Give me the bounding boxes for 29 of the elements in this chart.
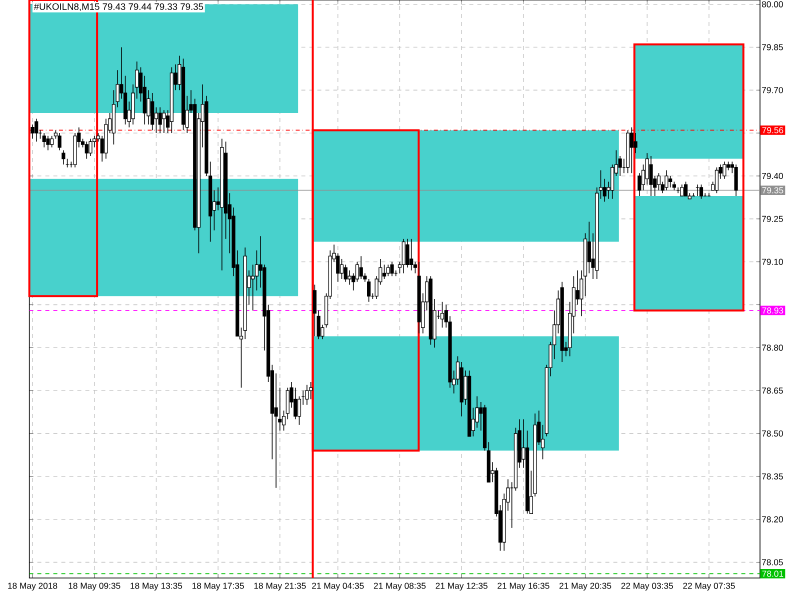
ref-line-label: 79.35	[762, 187, 784, 194]
x-tick-label: 21 May 04:35	[312, 582, 364, 591]
y-tick-label: 79.25	[762, 216, 783, 222]
y-tick-label: 78.35	[762, 473, 783, 480]
ref-line-label: 78.01	[762, 570, 784, 577]
x-tick-label: 18 May 17:35	[192, 582, 244, 591]
x-tick-label: 21 May 20:35	[559, 582, 612, 591]
x-tick-label: 21 May 12:35	[436, 582, 488, 591]
x-tick-label: 21 May 08:35	[374, 582, 426, 591]
ref-line-label: 78.93	[762, 307, 784, 314]
y-tick-label: 78.50	[762, 430, 783, 437]
x-tick-label: 18 May 2018	[8, 582, 58, 591]
x-tick-label: 18 May 21:35	[254, 582, 306, 591]
y-tick-label: 78.80	[762, 344, 783, 351]
ref-line-label: 79.56	[762, 127, 784, 134]
y-tick-label: 79.70	[762, 87, 783, 94]
chart-title: #UKOILN8,M15 79.43 79.44 79.33 79.35	[34, 3, 204, 12]
x-tick-label: 18 May 09:35	[68, 582, 120, 591]
x-tick-label: 18 May 13:35	[130, 582, 182, 591]
y-tick-label: 78.65	[762, 388, 783, 394]
y-tick-label: 78.20	[762, 516, 783, 522]
y-tick-label: 79.40	[762, 172, 783, 180]
x-tick-label: 21 May 16:35	[498, 582, 550, 591]
x-tick-label: 22 May 03:35	[621, 582, 674, 591]
x-tick-label: 22 May 07:35	[683, 582, 735, 591]
y-tick-label: 80.00	[762, 1, 783, 8]
y-tick-label: 78.05	[762, 559, 783, 566]
y-tick-label: 79.10	[762, 258, 783, 265]
y-tick-label: 79.85	[762, 44, 783, 50]
